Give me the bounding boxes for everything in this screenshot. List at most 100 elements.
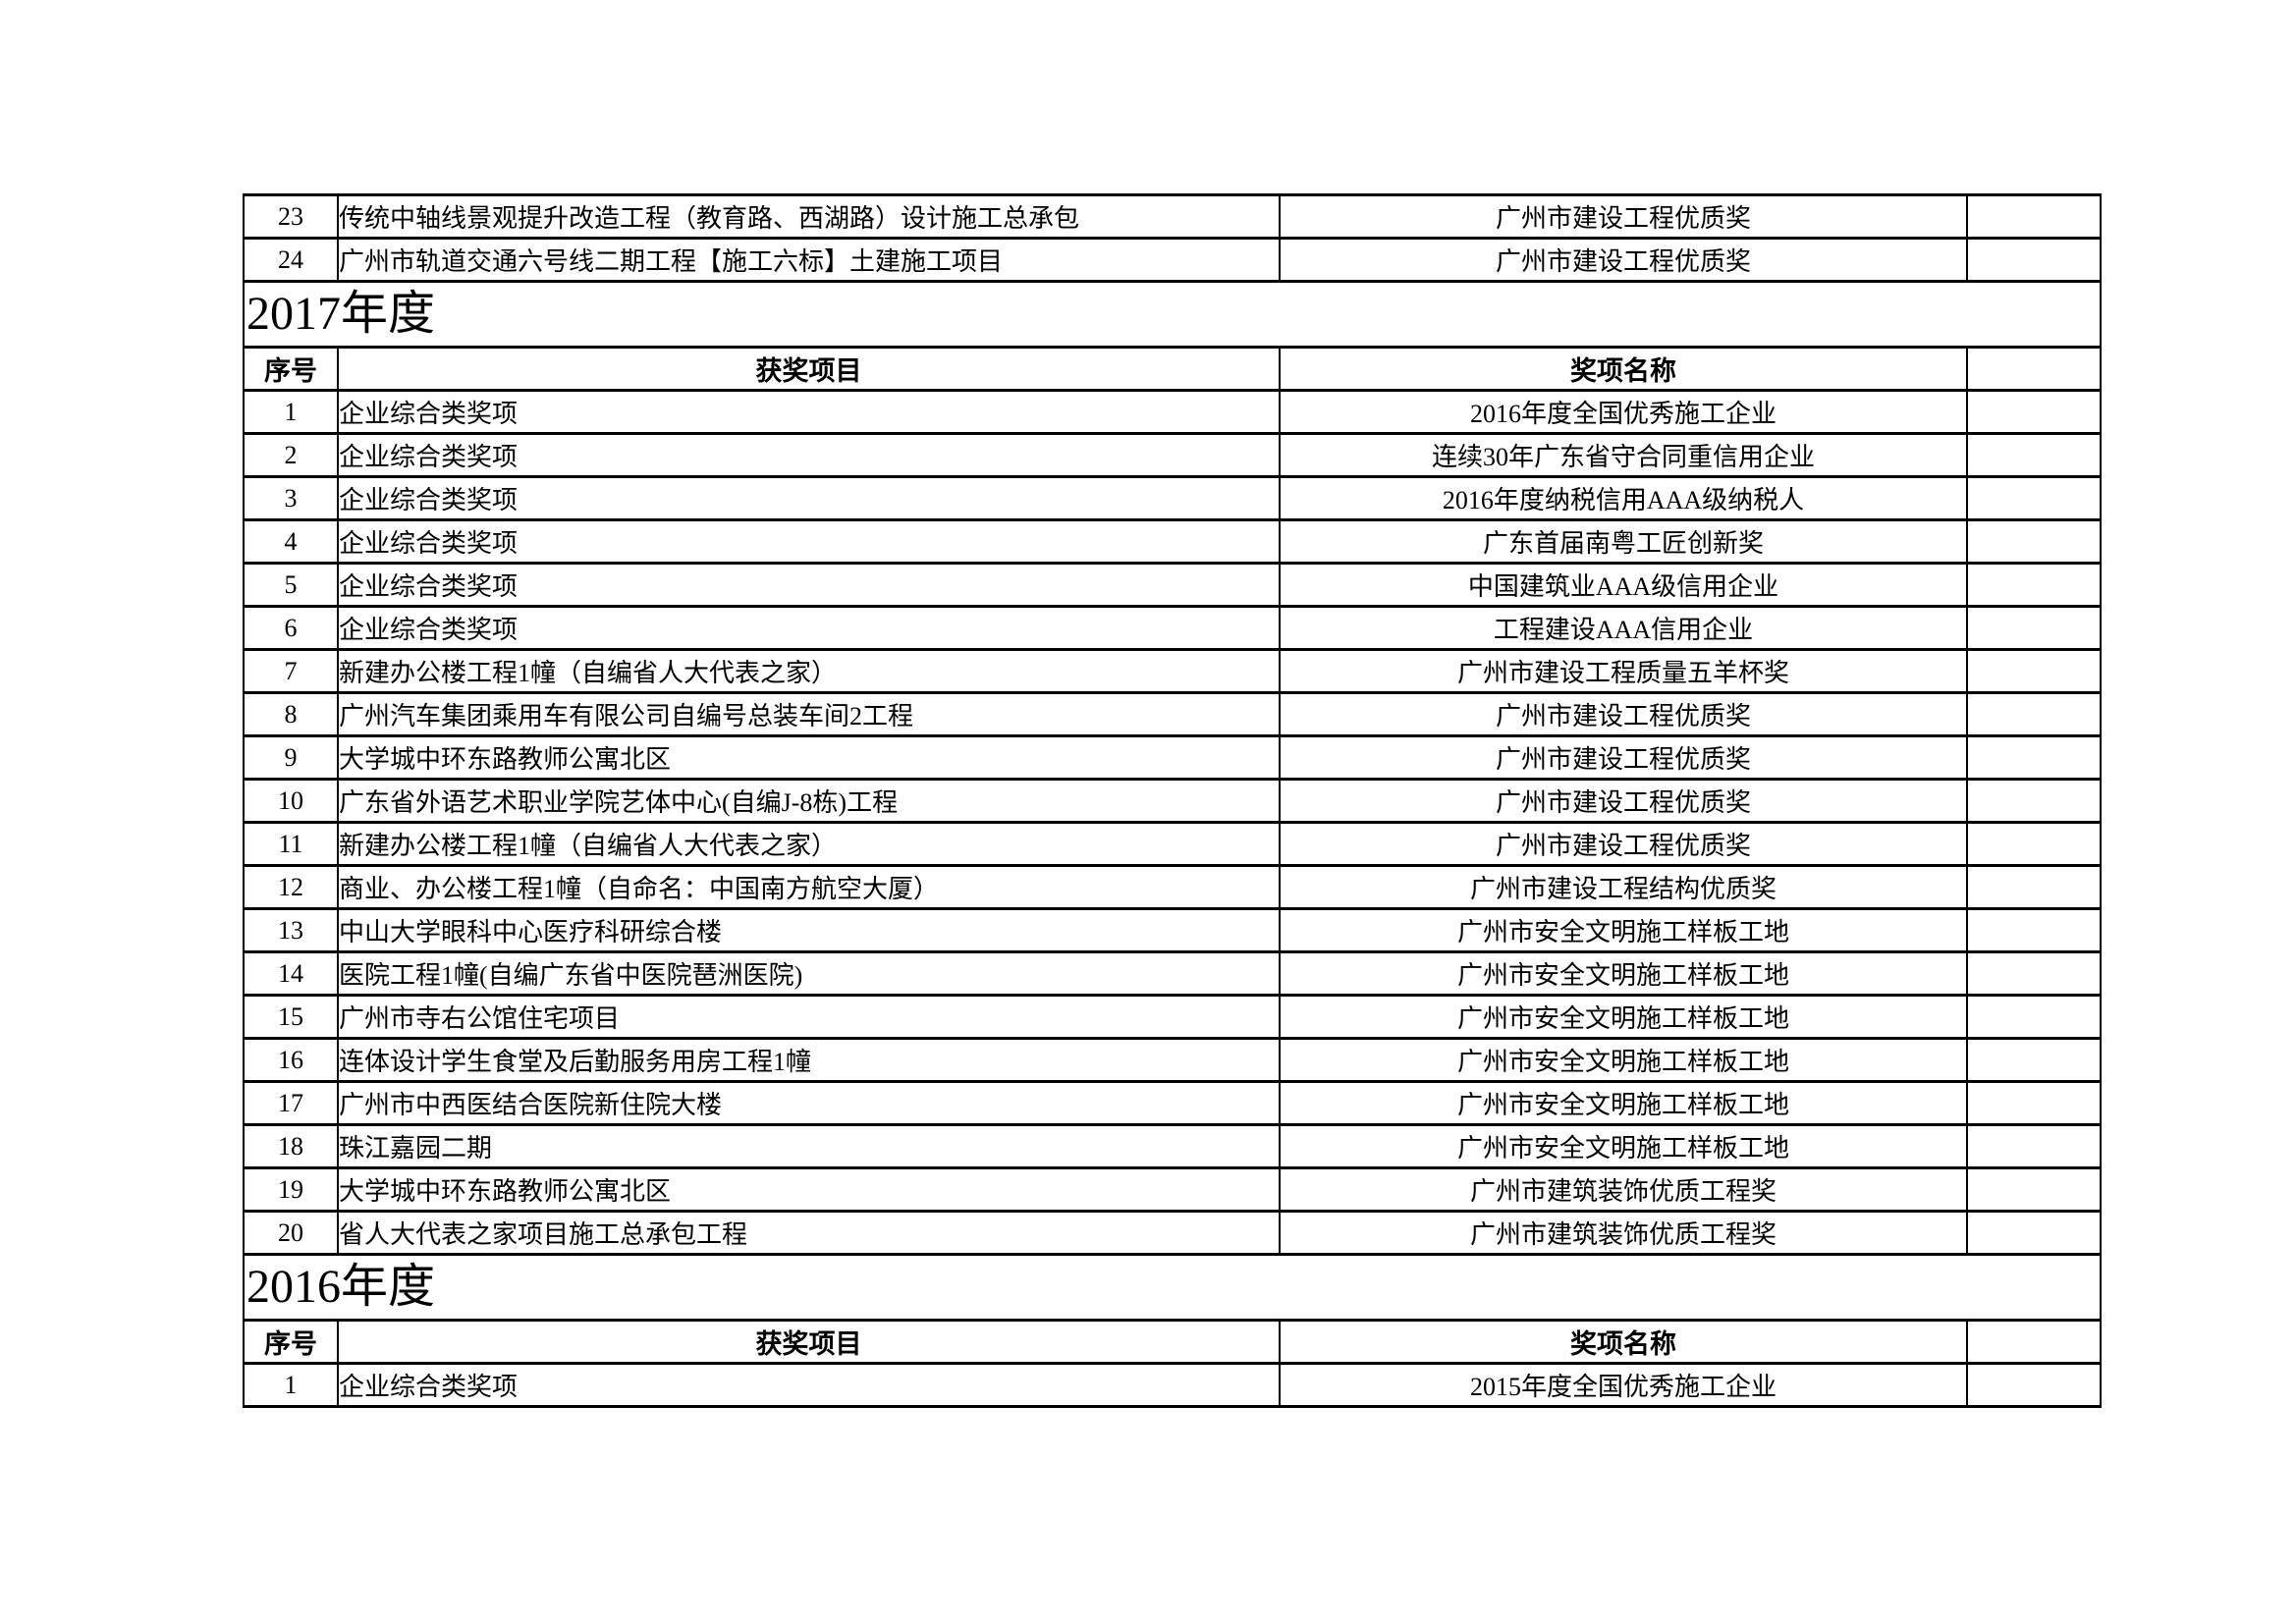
row-number-cell: 15: [243, 994, 339, 1040]
row-number-cell: 11: [243, 821, 339, 867]
award-cell: 广州市建设工程优质奖: [1279, 821, 1968, 867]
table-row: 5 企业综合类奖项 中国建筑业AAA级信用企业: [243, 562, 2102, 608]
row-number-cell: 7: [243, 648, 339, 694]
project-cell: 企业综合类奖项: [337, 1362, 1281, 1408]
empty-cell: [1966, 950, 2102, 997]
project-cell: 企业综合类奖项: [337, 432, 1281, 478]
table-row: 13 中山大学眼科中心医疗科研综合楼 广州市安全文明施工样板工地: [243, 907, 2102, 953]
award-cell: 广州市建筑装饰优质工程奖: [1279, 1166, 1968, 1213]
project-cell: 大学城中环东路教师公寓北区: [337, 1166, 1281, 1213]
table-row: 4 企业综合类奖项 广东首届南粤工匠创新奖: [243, 518, 2102, 565]
project-cell: 企业综合类奖项: [337, 389, 1281, 435]
table-row: 9 大学城中环东路教师公寓北区 广州市建设工程优质奖: [243, 734, 2102, 781]
project-cell: 商业、办公楼工程1幢（自命名：中国南方航空大厦）: [337, 864, 1281, 910]
award-cell: 广州市安全文明施工样板工地: [1279, 1080, 1968, 1126]
project-cell: 省人大代表之家项目施工总承包工程: [337, 1210, 1281, 1256]
table-row: 1 企业综合类奖项 2016年度全国优秀施工企业: [243, 389, 2102, 435]
row-number-cell: 18: [243, 1123, 339, 1169]
award-cell: 广东首届南粤工匠创新奖: [1279, 518, 1968, 565]
row-number-cell: 13: [243, 907, 339, 953]
empty-cell: [1966, 994, 2102, 1040]
empty-cell: [1966, 648, 2102, 694]
project-cell: 企业综合类奖项: [337, 562, 1281, 608]
table-row: 23 传统中轴线景观提升改造工程（教育路、西湖路）设计施工总承包 广州市建设工程优质…: [243, 193, 2102, 240]
award-cell: 2015年度全国优秀施工企业: [1279, 1362, 1968, 1408]
table-row: 6 企业综合类奖项 工程建设AAA信用企业: [243, 605, 2102, 651]
project-cell: 中山大学眼科中心医疗科研综合楼: [337, 907, 1281, 953]
award-cell: 广州市建设工程优质奖: [1279, 778, 1968, 824]
empty-cell: [1966, 907, 2102, 953]
empty-cell: [1966, 1210, 2102, 1256]
empty-cell: [1966, 432, 2102, 478]
column-header-no: 序号: [243, 1319, 339, 1365]
table-row: 10 广东省外语艺术职业学院艺体中心(自编J-8栋)工程 广州市建设工程优质奖: [243, 778, 2102, 824]
award-cell: 广州市建设工程质量五羊杯奖: [1279, 648, 1968, 694]
empty-cell: [1966, 518, 2102, 565]
row-number-cell: 8: [243, 691, 339, 737]
row-number-cell: 1: [243, 389, 339, 435]
row-number-cell: 17: [243, 1080, 339, 1126]
column-header-project: 获奖项目: [337, 1319, 1281, 1365]
table-row: 14 医院工程1幢(自编广东省中医院琶洲医院) 广州市安全文明施工样板工地: [243, 950, 2102, 997]
section-year-row: 2016年度: [243, 1253, 2102, 1322]
row-number-cell: 24: [243, 237, 339, 283]
empty-cell: [1966, 821, 2102, 867]
project-cell: 企业综合类奖项: [337, 518, 1281, 565]
row-number-cell: 23: [243, 193, 339, 240]
table-row: 8 广州汽车集团乘用车有限公司自编号总装车间2工程 广州市建设工程优质奖: [243, 691, 2102, 737]
section-year-label: 2017年度: [243, 280, 2102, 349]
section-year-row: 2017年度: [243, 280, 2102, 349]
table-row: 17 广州市中西医结合医院新住院大楼 广州市安全文明施工样板工地: [243, 1080, 2102, 1126]
project-cell: 珠江嘉园二期: [337, 1123, 1281, 1169]
empty-cell: [1966, 1037, 2102, 1083]
column-header-award: 奖项名称: [1279, 346, 1968, 392]
table-row: 11 新建办公楼工程1幢（自编省人大代表之家） 广州市建设工程优质奖: [243, 821, 2102, 867]
row-number-cell: 14: [243, 950, 339, 997]
row-number-cell: 10: [243, 778, 339, 824]
project-cell: 广州市轨道交通六号线二期工程【施工六标】土建施工项目: [337, 237, 1281, 283]
table-row: 20 省人大代表之家项目施工总承包工程 广州市建筑装饰优质工程奖: [243, 1210, 2102, 1256]
award-cell: 广州市建设工程优质奖: [1279, 734, 1968, 781]
row-number-cell: 12: [243, 864, 339, 910]
column-header-project: 获奖项目: [337, 346, 1281, 392]
empty-cell: [1966, 1166, 2102, 1213]
award-cell: 2016年度全国优秀施工企业: [1279, 389, 1968, 435]
empty-cell: [1966, 562, 2102, 608]
table-row: 18 珠江嘉园二期 广州市安全文明施工样板工地: [243, 1123, 2102, 1169]
section-year-label: 2016年度: [243, 1253, 2102, 1322]
empty-cell: [1966, 778, 2102, 824]
empty-cell: [1966, 734, 2102, 781]
table-row: 1 企业综合类奖项 2015年度全国优秀施工企业: [243, 1362, 2102, 1408]
column-header-row: 序号 获奖项目 奖项名称: [243, 346, 2102, 392]
table-row: 15 广州市寺右公馆住宅项目 广州市安全文明施工样板工地: [243, 994, 2102, 1040]
table-row: 3 企业综合类奖项 2016年度纳税信用AAA级纳税人: [243, 475, 2102, 521]
table-row: 24 广州市轨道交通六号线二期工程【施工六标】土建施工项目 广州市建设工程优质奖: [243, 237, 2102, 283]
empty-cell: [1966, 389, 2102, 435]
award-cell: 工程建设AAA信用企业: [1279, 605, 1968, 651]
project-cell: 广州市寺右公馆住宅项目: [337, 994, 1281, 1040]
award-cell: 广州市建设工程优质奖: [1279, 237, 1968, 283]
award-cell: 广州市建设工程优质奖: [1279, 691, 1968, 737]
project-cell: 广东省外语艺术职业学院艺体中心(自编J-8栋)工程: [337, 778, 1281, 824]
project-cell: 新建办公楼工程1幢（自编省人大代表之家）: [337, 821, 1281, 867]
award-cell: 广州市安全文明施工样板工地: [1279, 950, 1968, 997]
award-cell: 广州市安全文明施工样板工地: [1279, 994, 1968, 1040]
table-row: 7 新建办公楼工程1幢（自编省人大代表之家） 广州市建设工程质量五羊杯奖: [243, 648, 2102, 694]
project-cell: 企业综合类奖项: [337, 475, 1281, 521]
column-header-row: 序号 获奖项目 奖项名称: [243, 1319, 2102, 1365]
award-cell: 2016年度纳税信用AAA级纳税人: [1279, 475, 1968, 521]
empty-cell: [1966, 193, 2102, 240]
awards-table: 23 传统中轴线景观提升改造工程（教育路、西湖路）设计施工总承包 广州市建设工程优质…: [243, 193, 2102, 1408]
table-row: 19 大学城中环东路教师公寓北区 广州市建筑装饰优质工程奖: [243, 1166, 2102, 1213]
award-cell: 广州市安全文明施工样板工地: [1279, 1123, 1968, 1169]
column-header-extra: [1966, 346, 2102, 392]
row-number-cell: 16: [243, 1037, 339, 1083]
project-cell: 连体设计学生食堂及后勤服务用房工程1幢: [337, 1037, 1281, 1083]
project-cell: 传统中轴线景观提升改造工程（教育路、西湖路）设计施工总承包: [337, 193, 1281, 240]
column-header-award: 奖项名称: [1279, 1319, 1968, 1365]
award-cell: 中国建筑业AAA级信用企业: [1279, 562, 1968, 608]
project-cell: 广州市中西医结合医院新住院大楼: [337, 1080, 1281, 1126]
row-number-cell: 2: [243, 432, 339, 478]
project-cell: 医院工程1幢(自编广东省中医院琶洲医院): [337, 950, 1281, 997]
